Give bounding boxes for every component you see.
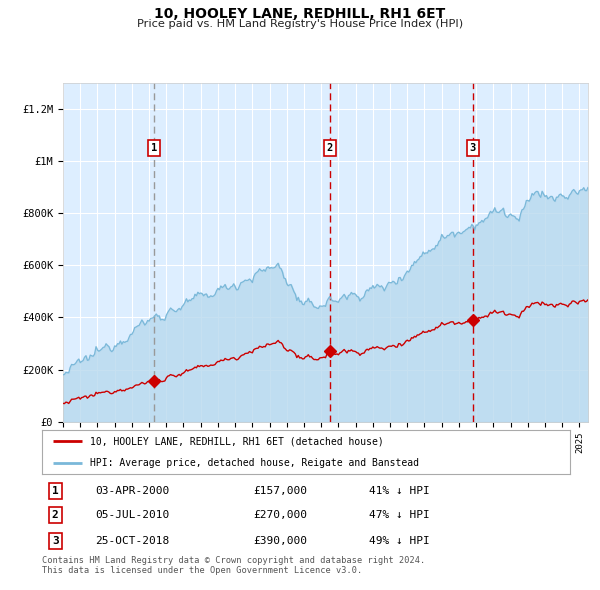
Text: 05-JUL-2010: 05-JUL-2010 xyxy=(95,510,169,520)
Text: £270,000: £270,000 xyxy=(253,510,307,520)
Text: 10, HOOLEY LANE, REDHILL, RH1 6ET: 10, HOOLEY LANE, REDHILL, RH1 6ET xyxy=(154,7,446,21)
Text: £390,000: £390,000 xyxy=(253,536,307,546)
Text: £157,000: £157,000 xyxy=(253,486,307,496)
Text: 1: 1 xyxy=(52,486,59,496)
Text: 2: 2 xyxy=(326,143,333,153)
Text: HPI: Average price, detached house, Reigate and Banstead: HPI: Average price, detached house, Reig… xyxy=(89,458,419,468)
Text: 41% ↓ HPI: 41% ↓ HPI xyxy=(370,486,430,496)
Text: 3: 3 xyxy=(470,143,476,153)
Text: Contains HM Land Registry data © Crown copyright and database right 2024.
This d: Contains HM Land Registry data © Crown c… xyxy=(42,556,425,575)
Text: Price paid vs. HM Land Registry's House Price Index (HPI): Price paid vs. HM Land Registry's House … xyxy=(137,19,463,30)
Text: 49% ↓ HPI: 49% ↓ HPI xyxy=(370,536,430,546)
Text: 2: 2 xyxy=(52,510,59,520)
Text: 3: 3 xyxy=(52,536,59,546)
Text: 1: 1 xyxy=(151,143,157,153)
Text: 03-APR-2000: 03-APR-2000 xyxy=(95,486,169,496)
Text: 25-OCT-2018: 25-OCT-2018 xyxy=(95,536,169,546)
Text: 47% ↓ HPI: 47% ↓ HPI xyxy=(370,510,430,520)
Text: 10, HOOLEY LANE, REDHILL, RH1 6ET (detached house): 10, HOOLEY LANE, REDHILL, RH1 6ET (detac… xyxy=(89,436,383,446)
